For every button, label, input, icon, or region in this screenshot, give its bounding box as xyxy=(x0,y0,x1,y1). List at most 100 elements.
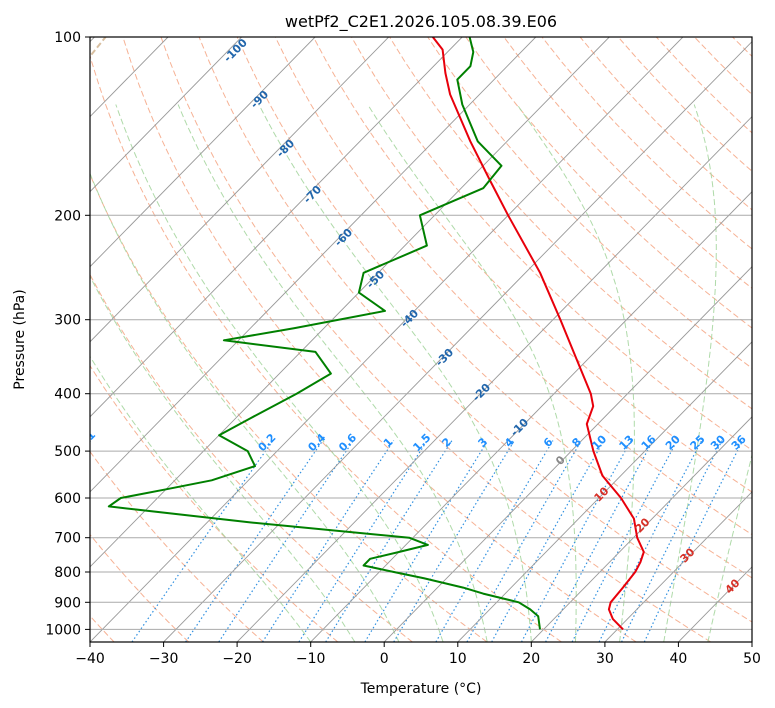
y-tick-label: 700 xyxy=(54,531,81,547)
dry-adiabat xyxy=(90,533,190,642)
dry-adiabat xyxy=(312,37,752,493)
moist-adiabat xyxy=(90,275,356,642)
x-tick-label: −20 xyxy=(222,651,252,667)
y-tick-label: 900 xyxy=(54,595,81,611)
dry-adiabat xyxy=(771,37,775,642)
mixing-ratio-line xyxy=(131,440,274,642)
isotherm-line xyxy=(604,491,752,642)
x-tick-label: −30 xyxy=(149,651,179,667)
mixing-ratio-line xyxy=(298,440,428,642)
mixing-ratio-label: 30 xyxy=(708,432,728,452)
x-tick-label: −10 xyxy=(296,651,326,667)
moist-adiabat xyxy=(90,172,400,642)
mixing-ratio-label: 16 xyxy=(639,432,659,452)
y-tick-label: 200 xyxy=(54,208,81,224)
x-axis-title: Temperature (°C) xyxy=(360,681,482,697)
x-tick-label: 40 xyxy=(669,651,687,667)
isotherm-line xyxy=(90,37,684,642)
dry-adiabat xyxy=(655,37,752,134)
y-tick-label: 100 xyxy=(54,30,81,46)
mixing-ratio-label: 2 xyxy=(439,435,454,450)
line-annotations: -100-90-80-70-60-50-40-30-20-10010203040… xyxy=(90,36,749,597)
dry-adiabat xyxy=(160,37,712,642)
dewpoint-profile-line xyxy=(107,37,541,630)
mixing-ratio-line xyxy=(545,440,654,642)
axis-ticks: −40 −30 −20 −10 0 10 20 30 40 50 100 200 300 400 500 60… xyxy=(45,30,761,667)
dry-adiabat xyxy=(465,37,752,329)
moist-adiabat xyxy=(258,104,532,642)
x-tick-label: 10 xyxy=(449,651,467,667)
temperature-profile-line xyxy=(432,37,645,631)
mixing-ratio-line xyxy=(621,440,723,642)
dry-adiabat-label: -70 xyxy=(301,183,324,206)
dry-adiabat-label: -100 xyxy=(221,36,250,65)
mixing-ratio-line xyxy=(598,440,703,642)
isotherm-line xyxy=(383,266,752,642)
isotherm-line xyxy=(751,641,752,642)
x-tick-label: 20 xyxy=(522,651,540,667)
plot-frame xyxy=(89,36,753,643)
x-tick-label: 0 xyxy=(380,651,389,667)
moist-adiabats xyxy=(90,104,752,642)
mixing-ratio-line xyxy=(491,440,605,642)
moist-adiabat xyxy=(516,104,635,642)
chart-title: wetPf2_C2E1.2026.105.08.39.E06 xyxy=(285,12,557,32)
mixing-ratio-line xyxy=(364,440,489,642)
isotherm-line xyxy=(236,115,752,642)
dry-adiabat-label: -60 xyxy=(332,226,355,249)
moist-adiabat xyxy=(707,452,752,642)
moist-adiabat xyxy=(90,355,312,642)
dry-adiabat xyxy=(427,37,752,369)
mixing-ratio-label: 8 xyxy=(569,435,584,450)
y-tick-label: 300 xyxy=(54,313,81,329)
isotherm-line xyxy=(457,341,752,642)
dry-adiabat xyxy=(90,173,488,642)
moist-adiabat xyxy=(115,104,444,642)
mixing-ratio-line xyxy=(218,440,354,642)
dry-adiabat xyxy=(541,37,752,250)
mixing-ratio-line xyxy=(325,440,453,642)
isotherm-line xyxy=(163,40,752,642)
mixing-ratio-line xyxy=(261,440,395,642)
profile-lines xyxy=(107,37,645,631)
mixing-ratio-line xyxy=(520,440,632,642)
dry-adiabat-label: -90 xyxy=(248,88,271,111)
dry-adiabat xyxy=(90,273,413,642)
mixing-ratio-line xyxy=(571,440,678,642)
y-tick-label: 400 xyxy=(54,387,81,403)
moist-adiabat xyxy=(177,104,488,642)
moist-adiabat-label: 10 xyxy=(592,484,612,504)
dry-adiabat xyxy=(274,37,752,536)
y-tick-label: 1000 xyxy=(45,622,81,638)
y-tick-label: 800 xyxy=(54,565,81,581)
isotherm-line xyxy=(90,37,242,193)
isotherm-line xyxy=(90,37,463,418)
isotherm-line xyxy=(90,37,610,568)
mixing-ratio-label: 3 xyxy=(476,435,491,450)
isotherm-line xyxy=(90,37,316,268)
dry-adiabat xyxy=(732,37,752,58)
dry-adiabats xyxy=(90,37,775,642)
isotherm-line xyxy=(530,416,752,642)
moist-adiabat xyxy=(367,104,577,642)
isotherm-line xyxy=(310,191,752,642)
dry-adiabat-label: -10 xyxy=(508,416,531,439)
mixing-ratio-label: 13 xyxy=(617,433,637,453)
mixing-ratio-line xyxy=(643,440,744,642)
x-tick-label: −40 xyxy=(75,651,105,667)
mixing-ratio-line xyxy=(185,440,324,642)
x-tick-label: 30 xyxy=(596,651,614,667)
dry-adiabat-label: -30 xyxy=(433,346,456,369)
mixing-ratio-label: 36 xyxy=(729,432,749,452)
isotherm-line xyxy=(90,37,390,343)
mixing-ratio-label: 20 xyxy=(663,432,683,452)
mixing-ratio-label: 6 xyxy=(541,435,556,450)
x-tick-label: 50 xyxy=(743,651,761,667)
dry-adiabat xyxy=(122,37,637,642)
dry-adiabat-label: -80 xyxy=(274,137,297,160)
y-axis-title: Pressure (hPa) xyxy=(12,289,28,389)
mixing-ratio-lines xyxy=(90,440,744,642)
mixing-ratio-label: 1 xyxy=(381,435,396,450)
dry-adiabat xyxy=(694,37,752,96)
dry-adiabat-label: -40 xyxy=(398,307,421,330)
